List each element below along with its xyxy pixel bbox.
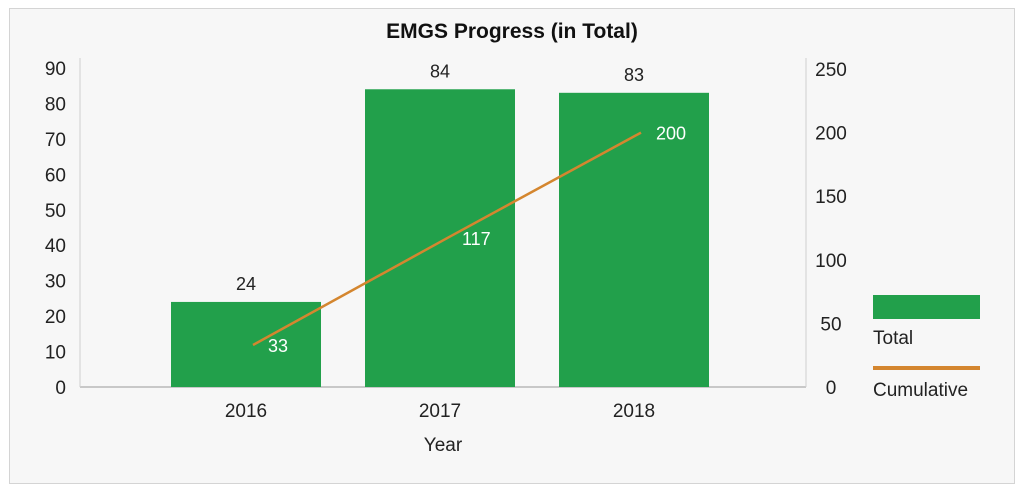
y-tick-label: 60 <box>45 165 66 186</box>
y-tick-label: 20 <box>45 307 66 328</box>
bar-value-label: 24 <box>236 274 256 294</box>
y-tick-label: 30 <box>45 272 66 293</box>
line-value-label: 200 <box>656 124 686 144</box>
y-tick-label: 40 <box>45 236 66 257</box>
x-tick-label: 2017 <box>419 401 461 422</box>
chart-title: EMGS Progress (in Total) <box>386 20 638 43</box>
y2-tick-label: 150 <box>815 187 847 208</box>
y-tick-label: 90 <box>45 59 66 80</box>
line-value-label: 117 <box>462 229 491 249</box>
legend: Total Cumulative <box>873 295 980 401</box>
x-tick-label: 2016 <box>225 401 267 422</box>
x-axis-title: Year <box>424 435 463 456</box>
legend-total-swatch <box>873 295 980 319</box>
y2-tick-label: 100 <box>815 251 847 272</box>
legend-cumulative-label: Cumulative <box>873 380 968 401</box>
legend-total-label: Total <box>873 328 913 349</box>
cumulative-line <box>252 131 642 347</box>
y2-tick-label: 250 <box>815 60 847 81</box>
bar-2018 <box>559 92 709 388</box>
y-tick-label: 70 <box>45 130 66 151</box>
bar-value-label: 83 <box>624 65 644 85</box>
bar-2016 <box>171 301 321 387</box>
y-tick-label: 10 <box>45 343 66 364</box>
bar-2017 <box>365 89 515 388</box>
y-tick-label: 80 <box>45 94 66 115</box>
y2-tick-label: 200 <box>815 124 847 145</box>
x-tick-label: 2018 <box>613 401 655 422</box>
bar-value-label: 84 <box>430 61 450 81</box>
y2-tick-label: 50 <box>820 314 841 335</box>
line-value-label: 33 <box>268 336 288 356</box>
y2-tick-label: 0 <box>826 378 837 399</box>
y-tick-label: 50 <box>45 201 66 222</box>
y-tick-label: 0 <box>55 378 66 399</box>
